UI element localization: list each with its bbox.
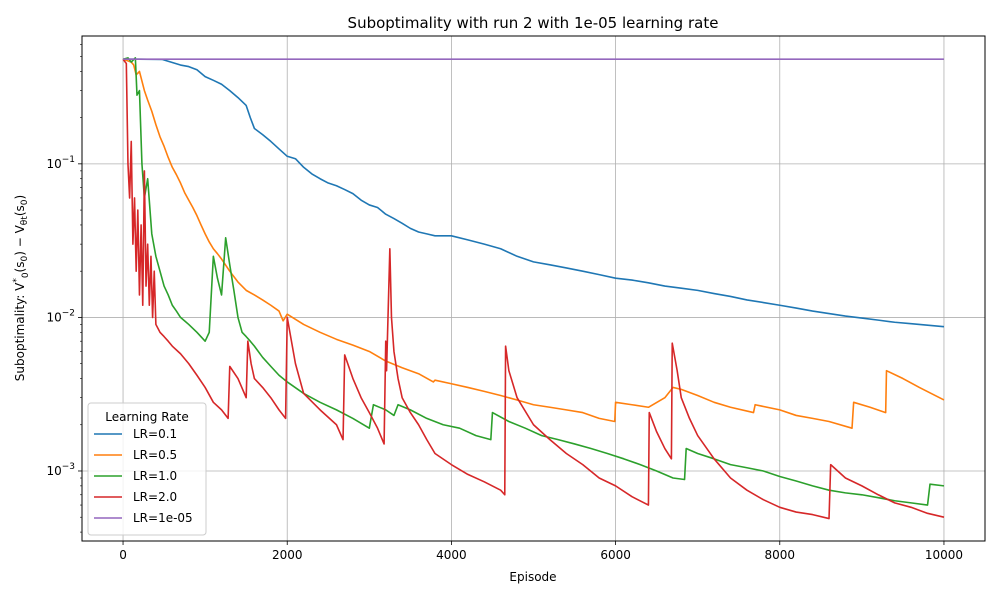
chart-title: Suboptimality with run 2 with 1e-05 lear…: [348, 14, 719, 32]
legend-label: LR=2.0: [133, 490, 177, 504]
legend-label: LR=1e-05: [133, 511, 193, 525]
x-tick-label: 0: [119, 548, 127, 562]
legend-box: [87, 402, 207, 536]
y-tick-label: 10−1: [46, 155, 75, 171]
x-tick-label: 10000: [925, 548, 963, 562]
grid: [82, 36, 985, 541]
legend: Learning Rate LR=0.1LR=0.5LR=1.0LR=2.0LR…: [87, 402, 207, 536]
x-tick-label: 6000: [600, 548, 631, 562]
series-line-2: [122, 58, 945, 429]
x-ticks: 0 2000 4000 6000 8000 10000: [119, 541, 963, 562]
series-line-4: [122, 58, 945, 520]
series-line-3: [122, 57, 945, 506]
y-tick-label: 10−2: [46, 308, 75, 324]
series-line-1: [123, 58, 945, 328]
x-tick-label: 2000: [272, 548, 303, 562]
x-tick-label: 4000: [436, 548, 467, 562]
plot-frame: [81, 35, 986, 542]
legend-items: LR=0.1 LR=0.5 LR=1.0 LR=2.0 LR=1e-05: [94, 427, 193, 525]
y-tick-label: 10−3: [46, 462, 75, 478]
legend-label: LR=0.5: [133, 448, 177, 462]
x-tick-label: 8000: [764, 548, 795, 562]
series-layer: [122, 57, 945, 520]
y-ticks: 10−3 10−2 10−1: [46, 44, 82, 533]
legend-label: LR=1.0: [133, 469, 177, 483]
legend-title: Learning Rate: [105, 410, 188, 424]
x-axis-title: Episode: [509, 570, 556, 584]
legend-label: LR=0.1: [133, 427, 177, 441]
y-axis-title: Suboptimality: V*0(s0) − Vθt(s0): [12, 195, 31, 381]
